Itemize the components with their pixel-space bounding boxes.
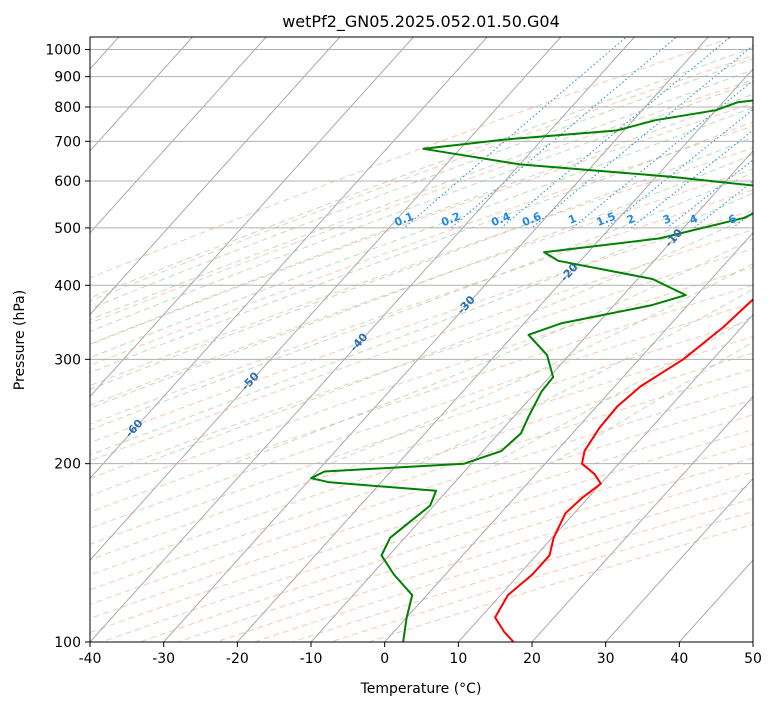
- dry-adiabat: [90, 54, 753, 302]
- profile-series: [310, 99, 753, 642]
- x-tick-label: 10: [449, 651, 467, 667]
- dry-adiabat: [90, 209, 753, 444]
- isotherm-line: [90, 37, 267, 234]
- isotherm-line: [90, 37, 414, 398]
- x-tick-label: 0: [380, 651, 389, 667]
- y-tick-label: 300: [54, 352, 81, 368]
- mixing-ratio-label: 3: [661, 212, 673, 227]
- isotherm-line: [457, 313, 753, 642]
- moist-adiabat: [90, 172, 753, 431]
- isotherm-line: [310, 150, 753, 642]
- mixing-ratio-label: 2: [625, 212, 637, 227]
- dry-adiabat: [90, 284, 753, 513]
- dry-adiabat: [90, 147, 753, 387]
- x-axis-title: Temperature (°C): [360, 681, 482, 697]
- isotherm-line: [90, 37, 488, 480]
- x-tick-label: 50: [744, 651, 762, 667]
- dry-adiabat: [90, 102, 753, 346]
- isotherm-line: [605, 477, 753, 642]
- x-tick-label: 40: [670, 651, 688, 667]
- isotherm-line: [531, 395, 753, 642]
- x-tick-label: -10: [300, 651, 323, 667]
- moist-adiabat: [419, 288, 753, 465]
- moist-adiabat: [143, 214, 753, 465]
- temperature-profile-line: [494, 298, 753, 642]
- isotherm-line: [90, 37, 562, 561]
- moist-adiabat: [90, 153, 753, 409]
- pressure-grid: [90, 49, 753, 642]
- isotherm-line: [90, 37, 635, 642]
- moist-adiabat: [90, 121, 753, 374]
- dry-adiabat: [90, 368, 753, 591]
- plot-frame: [89, 36, 754, 643]
- x-tick-label: 20: [523, 651, 541, 667]
- dry-adiabat: [90, 319, 753, 545]
- y-tick-label: 700: [54, 134, 81, 150]
- chart-title: wetPf2_GN05.2025.052.01.50.G04: [282, 12, 560, 32]
- mixing-ratio-label: 1: [566, 212, 578, 227]
- isotherm-line: [384, 231, 753, 642]
- isotherm-line: [163, 37, 709, 642]
- x-tick-label: 30: [597, 651, 615, 667]
- background-lines: [90, 37, 753, 642]
- y-tick-label: 500: [54, 221, 81, 237]
- y-tick-label: 400: [54, 278, 81, 294]
- isotherm-line: [90, 37, 341, 316]
- y-axis-ticks: 1000 900 800 700 600 500 400 300 200 100: [45, 43, 90, 651]
- y-tick-label: 600: [54, 174, 81, 190]
- moist-adiabat: [90, 106, 753, 359]
- dry-adiabat: [90, 125, 753, 367]
- y-tick-label: 800: [54, 100, 81, 116]
- dry-adiabat: [90, 168, 753, 406]
- dry-adiabat: [90, 336, 753, 561]
- moist-adiabat: [90, 81, 753, 333]
- x-tick-label: -20: [226, 651, 249, 667]
- y-tick-label: 200: [54, 457, 81, 473]
- dewpoint-profile-line: [310, 99, 753, 642]
- y-tick-label: 100: [54, 635, 81, 651]
- dry-adiabat: [90, 37, 735, 279]
- x-tick-label: -40: [79, 651, 102, 667]
- x-tick-label: -30: [152, 651, 175, 667]
- y-tick-label: 900: [54, 70, 81, 86]
- y-tick-label: 1000: [45, 43, 81, 59]
- y-axis-title: Pressure (hPa): [12, 290, 28, 390]
- x-axis-ticks: -40 -30 -20 -10 0 10 20 30 40 50: [79, 642, 762, 667]
- isotherm-line: [90, 37, 193, 152]
- isotherm-line: [236, 68, 753, 642]
